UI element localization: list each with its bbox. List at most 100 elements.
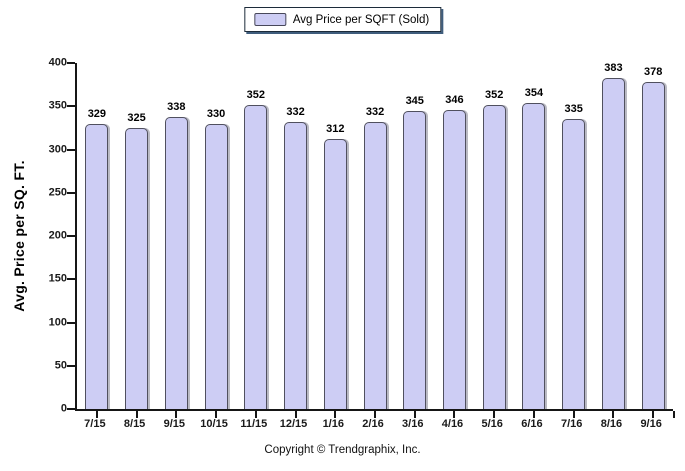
x-tick-mark	[135, 411, 138, 418]
bar	[562, 119, 586, 409]
x-tick-mark	[612, 411, 615, 418]
bar-value-label: 352	[485, 88, 504, 101]
y-tick-mark	[67, 105, 75, 108]
x-tick-label: 3/16	[402, 418, 424, 430]
x-tick-mark	[493, 411, 496, 418]
bar-group: 312	[315, 63, 355, 409]
x-tick-mark	[175, 411, 178, 418]
bar-group: 345	[395, 63, 435, 409]
y-tick-label: 250	[48, 186, 67, 199]
bar-group: 330	[196, 63, 236, 409]
x-axis-labels: 7/15 8/15 9/15 10/15 11/15 12/15 1/16 2/16 3/16 4…	[75, 418, 671, 430]
y-axis-title: Avg. Price per SQ. FT.	[11, 160, 27, 312]
bar	[363, 121, 387, 409]
x-tick-mark	[95, 411, 98, 418]
x-tick-mark	[374, 411, 376, 418]
bar	[522, 102, 546, 409]
x-tick-mark	[532, 411, 535, 418]
legend-swatch-icon	[253, 13, 286, 26]
bar-value-label: 312	[326, 123, 345, 136]
bar-group: 354	[514, 63, 554, 409]
x-tick-mark	[652, 411, 655, 418]
x-tick-label: 7/15	[84, 418, 106, 430]
y-tick-mark	[67, 278, 75, 281]
bar	[323, 139, 347, 409]
y-tick-label: 100	[48, 316, 67, 328]
bar-value-label: 378	[643, 66, 663, 79]
x-tick-label: 2/16	[362, 418, 384, 430]
x-axis-end-tick	[673, 411, 675, 418]
bar-value-label: 330	[206, 107, 226, 120]
bar	[482, 104, 506, 409]
bars-container: 329 325 338 330 352 332 312 332 345 346 352 354 335 3…	[77, 63, 673, 409]
bar	[244, 104, 268, 409]
y-tick-mark	[67, 364, 75, 367]
bar-value-label: 345	[405, 94, 424, 107]
x-tick-mark	[572, 411, 575, 418]
bar-group: 325	[117, 63, 157, 409]
y-tick-mark	[67, 148, 75, 151]
y-tick-label: 400	[48, 56, 67, 69]
y-tick-mark	[67, 235, 75, 237]
x-tick-label: 10/15	[200, 418, 228, 430]
bar-group: 335	[554, 63, 594, 409]
x-tick-mark	[413, 411, 416, 418]
bar	[284, 121, 308, 409]
bar	[442, 109, 466, 409]
y-tick-mark	[67, 321, 75, 324]
x-tick-label: 9/15	[163, 418, 186, 430]
bar-value-label: 352	[246, 88, 265, 101]
bar	[204, 123, 228, 409]
bar	[125, 127, 149, 409]
bar-value-label: 329	[87, 108, 107, 121]
bar-group: 383	[594, 63, 634, 409]
bar-value-label: 346	[445, 93, 464, 106]
y-tick-label: 200	[48, 229, 67, 242]
bar-group: 346	[435, 63, 475, 409]
bar	[601, 78, 625, 409]
x-tick-mark	[453, 411, 456, 418]
bar-group: 332	[276, 63, 316, 409]
bar	[403, 110, 427, 409]
x-tick-label: 9/16	[640, 418, 662, 430]
x-tick-mark	[254, 411, 257, 418]
y-tick-label: 300	[48, 143, 67, 155]
x-tick-label: 8/15	[123, 418, 146, 430]
bar-group: 332	[355, 63, 395, 409]
x-tick-label: 6/16	[521, 418, 543, 430]
y-tick-mark	[67, 62, 75, 64]
y-tick-label: 0	[60, 402, 67, 415]
x-tick-label: 1/16	[322, 418, 344, 430]
y-tick-label: 150	[48, 272, 67, 285]
x-tick-label: 5/16	[481, 418, 503, 430]
bar-value-label: 332	[365, 105, 385, 118]
x-tick-label: 4/16	[441, 418, 464, 430]
bar	[641, 82, 665, 409]
bar-value-label: 335	[564, 103, 583, 116]
bar-value-label: 325	[127, 111, 146, 124]
y-tick-label: 350	[48, 99, 67, 112]
bar	[164, 116, 188, 409]
x-tick-label: 11/15	[240, 418, 268, 430]
x-tick-label: 12/15	[279, 418, 308, 430]
y-tick-mark	[67, 408, 75, 410]
bar-value-label: 338	[167, 100, 186, 113]
bar-value-label: 332	[286, 105, 305, 118]
x-tick-mark	[294, 411, 297, 418]
legend-label: Avg Price per SQFT (Sold)	[292, 13, 430, 26]
x-tick-label: 7/16	[560, 418, 583, 430]
bar-group: 352	[236, 63, 276, 409]
x-tick-label: 8/16	[600, 418, 623, 430]
bar-value-label: 354	[524, 86, 544, 99]
y-tick-mark	[67, 191, 75, 194]
bar-group: 338	[156, 63, 196, 409]
legend: Avg Price per SQFT (Sold)	[243, 7, 442, 32]
y-tick-label: 50	[54, 359, 67, 372]
bar-group: 329	[77, 63, 117, 409]
bar-group: 352	[474, 63, 514, 409]
x-tick-mark	[215, 411, 218, 418]
copyright-text: Copyright © Trendgraphix, Inc.	[264, 444, 421, 456]
bar	[85, 124, 109, 409]
x-tick-mark	[334, 411, 337, 418]
